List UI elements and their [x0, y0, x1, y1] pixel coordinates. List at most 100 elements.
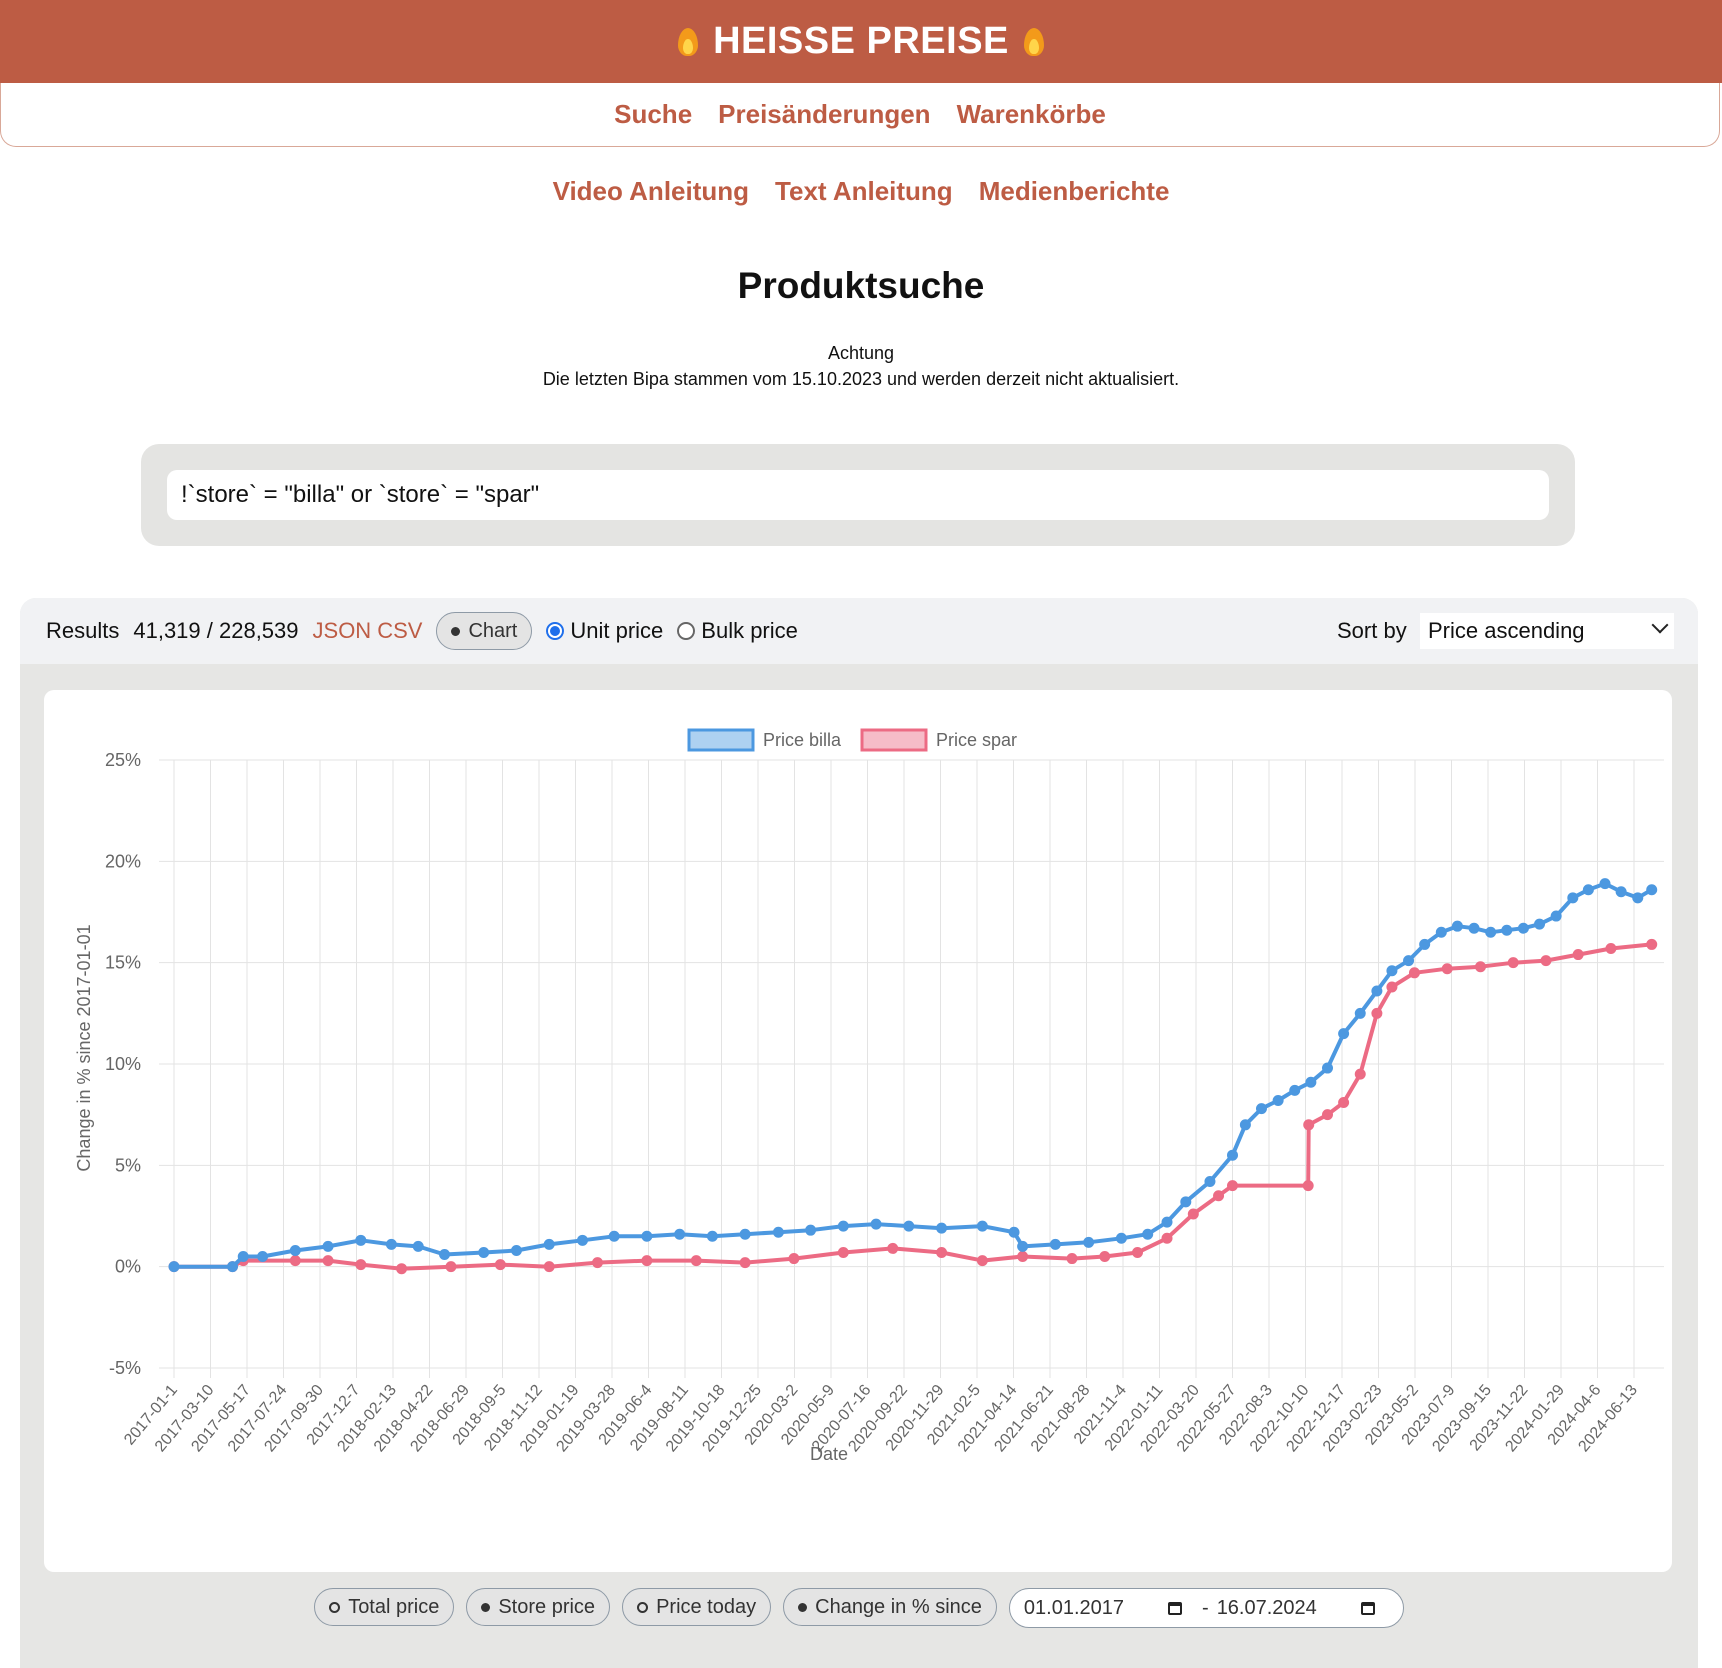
data-point-spar[interactable] — [1646, 938, 1658, 950]
data-point-spar[interactable] — [739, 1257, 751, 1269]
data-point-spar[interactable] — [543, 1261, 555, 1273]
data-point-billa[interactable] — [1386, 965, 1398, 977]
data-point-billa[interactable] — [1239, 1119, 1251, 1131]
data-point-billa[interactable] — [1180, 1196, 1192, 1208]
data-point-billa[interactable] — [576, 1234, 588, 1246]
calendar-icon[interactable] — [1360, 1601, 1375, 1615]
store-price-toggle[interactable]: Store price — [466, 1588, 611, 1626]
data-point-billa[interactable] — [1485, 926, 1497, 938]
data-point-spar[interactable] — [1187, 1208, 1199, 1220]
data-point-billa[interactable] — [772, 1226, 784, 1238]
data-point-billa[interactable] — [1567, 892, 1579, 904]
date-to-input[interactable]: 16.07.2024 — [1216, 1596, 1317, 1619]
data-point-billa[interactable] — [1255, 1103, 1267, 1115]
legend-swatch[interactable] — [687, 728, 755, 752]
link-text-anleitung[interactable]: Text Anleitung — [775, 176, 953, 206]
data-point-billa[interactable] — [478, 1246, 490, 1258]
data-point-billa[interactable] — [641, 1230, 653, 1242]
data-point-billa[interactable] — [1534, 918, 1546, 930]
data-point-spar[interactable] — [788, 1253, 800, 1265]
data-point-spar[interactable] — [445, 1261, 457, 1273]
sort-select[interactable]: Price ascending — [1420, 613, 1674, 649]
data-point-billa[interactable] — [1371, 985, 1383, 997]
data-point-billa[interactable] — [168, 1261, 180, 1273]
data-point-spar[interactable] — [1131, 1246, 1143, 1258]
data-point-billa[interactable] — [1550, 910, 1562, 922]
data-point-spar[interactable] — [1540, 955, 1552, 967]
data-point-billa[interactable] — [510, 1244, 522, 1256]
data-point-billa[interactable] — [385, 1238, 397, 1250]
data-point-spar[interactable] — [690, 1255, 702, 1267]
data-point-spar[interactable] — [1322, 1109, 1334, 1121]
data-point-spar[interactable] — [1227, 1180, 1238, 1192]
data-point-billa[interactable] — [805, 1224, 817, 1236]
csv-export-link[interactable]: CSV — [377, 618, 423, 643]
data-point-billa[interactable] — [227, 1261, 239, 1273]
data-point-spar[interactable] — [1303, 1119, 1315, 1131]
data-point-billa[interactable] — [1435, 926, 1447, 938]
data-point-billa[interactable] — [1115, 1232, 1127, 1244]
data-point-billa[interactable] — [439, 1249, 451, 1261]
data-point-billa[interactable] — [355, 1234, 367, 1246]
data-point-spar[interactable] — [396, 1263, 408, 1275]
data-point-billa[interactable] — [289, 1244, 301, 1256]
data-point-billa[interactable] — [322, 1240, 334, 1252]
legend-label-billa[interactable]: Price billa — [763, 730, 842, 750]
data-point-billa[interactable] — [1204, 1176, 1216, 1188]
data-point-spar[interactable] — [289, 1255, 301, 1267]
data-point-billa[interactable] — [543, 1238, 555, 1250]
price-today-toggle[interactable]: Price today — [622, 1588, 772, 1626]
data-point-billa[interactable] — [412, 1240, 424, 1252]
data-point-billa[interactable] — [1419, 938, 1431, 950]
data-point-spar[interactable] — [592, 1257, 604, 1269]
data-point-spar[interactable] — [1572, 949, 1584, 961]
data-point-spar[interactable] — [1474, 961, 1486, 973]
data-point-spar[interactable] — [1066, 1253, 1078, 1265]
calendar-icon[interactable] — [1168, 1601, 1183, 1615]
data-point-billa[interactable] — [257, 1251, 269, 1263]
data-point-billa[interactable] — [1646, 884, 1658, 896]
data-point-billa[interactable] — [1615, 886, 1627, 898]
json-export-link[interactable]: JSON — [312, 618, 372, 643]
data-point-billa[interactable] — [936, 1222, 948, 1234]
data-point-billa[interactable] — [706, 1230, 718, 1242]
data-point-spar[interactable] — [1302, 1180, 1314, 1192]
data-point-spar[interactable] — [494, 1259, 506, 1271]
data-point-billa[interactable] — [1272, 1094, 1284, 1106]
data-point-billa[interactable] — [608, 1230, 620, 1242]
data-point-billa[interactable] — [1049, 1238, 1061, 1250]
data-point-spar[interactable] — [1605, 942, 1617, 954]
data-point-billa[interactable] — [903, 1220, 915, 1232]
legend-swatch[interactable] — [860, 728, 928, 752]
data-point-billa[interactable] — [739, 1228, 751, 1240]
data-point-billa[interactable] — [1451, 920, 1463, 932]
data-point-billa[interactable] — [1632, 892, 1644, 904]
chart-toggle-button[interactable]: Chart — [436, 612, 533, 650]
data-point-billa[interactable] — [237, 1251, 249, 1263]
data-point-spar[interactable] — [976, 1255, 988, 1267]
data-point-billa[interactable] — [1599, 878, 1611, 890]
data-point-spar[interactable] — [837, 1246, 849, 1258]
data-point-billa[interactable] — [837, 1220, 849, 1232]
nav-link-warenkoerbe[interactable]: Warenkörbe — [956, 99, 1106, 129]
data-point-spar[interactable] — [1099, 1251, 1111, 1263]
data-point-billa[interactable] — [1017, 1240, 1029, 1252]
data-point-billa[interactable] — [1142, 1228, 1154, 1240]
nav-link-suche[interactable]: Suche — [614, 99, 693, 129]
data-point-spar[interactable] — [1371, 1007, 1383, 1019]
nav-link-preisaenderungen[interactable]: Preisänderungen — [718, 99, 931, 129]
data-point-billa[interactable] — [1289, 1084, 1301, 1096]
data-point-billa[interactable] — [1083, 1236, 1095, 1248]
data-point-spar[interactable] — [1354, 1068, 1366, 1080]
data-point-billa[interactable] — [1517, 922, 1529, 934]
unit-price-radio[interactable]: Unit price — [546, 618, 663, 644]
data-point-billa[interactable] — [976, 1220, 988, 1232]
data-point-billa[interactable] — [1582, 884, 1594, 896]
search-input[interactable] — [167, 470, 1549, 520]
link-video-anleitung[interactable]: Video Anleitung — [552, 176, 750, 206]
data-point-spar[interactable] — [641, 1255, 653, 1267]
data-point-billa[interactable] — [1305, 1076, 1317, 1088]
data-point-spar[interactable] — [355, 1259, 367, 1271]
data-point-billa[interactable] — [1227, 1149, 1238, 1161]
data-point-spar[interactable] — [1338, 1097, 1350, 1109]
